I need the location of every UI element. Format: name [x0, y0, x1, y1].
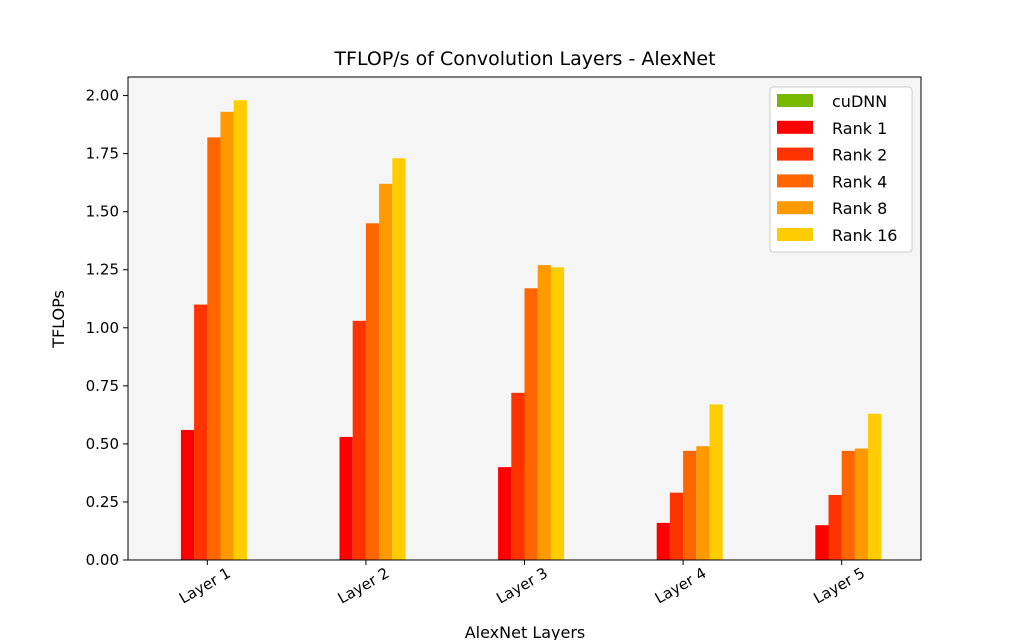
bar [868, 413, 882, 560]
bar [194, 304, 208, 560]
bar [537, 265, 551, 560]
bar [709, 404, 723, 560]
bar [180, 429, 195, 560]
bar [524, 288, 538, 560]
y-axis-label: TFLOPs [49, 290, 68, 349]
bar [220, 111, 234, 561]
bar [854, 448, 869, 560]
bar [815, 525, 829, 560]
y-tick-label: 0.50 [86, 435, 119, 453]
y-tick-label: 0.25 [86, 493, 119, 511]
legend-label: Rank 4 [832, 172, 887, 191]
bar [683, 450, 697, 560]
y-tick-label: 0.75 [86, 377, 119, 395]
y-axis: 0.00 0.25 0.50 0.75 1.00 1.25 1.50 1.75 2.00 [86, 87, 128, 569]
bar [365, 223, 380, 560]
legend-label: cuDNN [832, 92, 887, 111]
bar [696, 446, 710, 560]
legend-label: Rank 8 [832, 199, 887, 218]
bar [392, 158, 406, 560]
legend-swatch [777, 201, 813, 215]
y-tick-label: 2.00 [86, 87, 119, 105]
legend-swatch [777, 94, 813, 107]
y-tick-label: 1.25 [86, 261, 119, 279]
bar [498, 467, 512, 560]
x-tick-label: Layer 2 [335, 564, 393, 608]
bar [511, 392, 525, 560]
legend-swatch [777, 228, 813, 241]
legend-swatch [777, 120, 813, 134]
bar [550, 267, 565, 560]
bars-group [180, 100, 882, 561]
legend-label: Rank 1 [832, 119, 887, 138]
bar [841, 450, 855, 560]
legend-label: Rank 2 [832, 146, 887, 165]
bar [828, 494, 842, 560]
bar [233, 100, 247, 560]
bar [669, 492, 684, 560]
y-tick-label: 0.00 [86, 551, 119, 569]
x-axis: Layer 1 Layer 2 Layer 3 Layer 4 Layer 5 [176, 560, 868, 607]
bar [656, 522, 670, 560]
bar [352, 320, 366, 560]
x-tick-label: Layer 3 [493, 564, 551, 608]
legend-swatch [777, 174, 813, 188]
y-tick-label: 1.75 [86, 145, 119, 163]
x-tick-label: Layer 5 [810, 564, 868, 608]
x-tick-label: Layer 4 [652, 564, 710, 608]
legend: cuDNN Rank 1 Rank 2 Rank 4 Rank 8 Rank 16 [769, 86, 913, 253]
y-tick-label: 1.00 [86, 319, 119, 337]
chart-title: TFLOP/s of Convolution Layers - AlexNet [333, 48, 715, 70]
bar [339, 436, 353, 560]
legend-swatch [777, 147, 813, 161]
x-axis-label: AlexNet Layers [465, 623, 586, 640]
legend-label: Rank 16 [832, 226, 897, 245]
bar [379, 183, 393, 560]
y-tick-label: 1.50 [86, 203, 119, 221]
bar [207, 137, 221, 560]
x-tick-label: Layer 1 [176, 564, 234, 608]
